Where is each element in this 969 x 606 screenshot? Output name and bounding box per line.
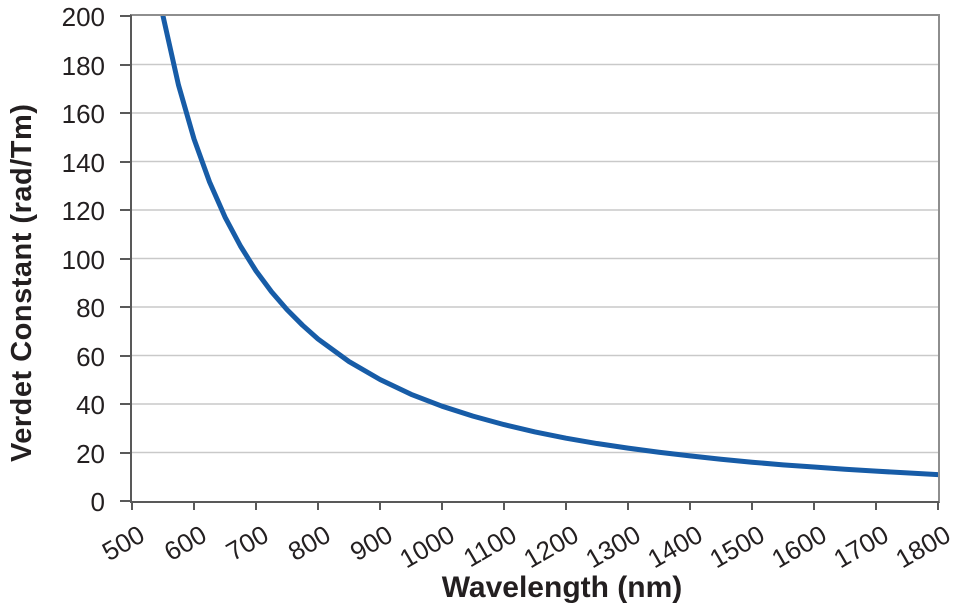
y-tick-mark <box>120 403 132 405</box>
x-tick-mark <box>689 501 691 510</box>
chart-canvas <box>132 16 938 478</box>
y-tick-label: 40 <box>76 390 105 420</box>
y-tick-label: 60 <box>76 341 105 372</box>
x-tick-mark <box>193 501 195 510</box>
plot-area <box>130 14 940 503</box>
x-tick-mark <box>131 501 133 510</box>
x-tick-mark <box>379 501 381 510</box>
y-tick-mark <box>120 63 132 66</box>
y-tick-mark <box>120 15 132 17</box>
y-tick-mark <box>120 112 132 114</box>
y-tick-label: 0 <box>90 487 105 517</box>
y-tick-label: 100 <box>61 244 105 275</box>
x-tick-mark <box>875 501 877 510</box>
x-tick-mark <box>503 501 505 510</box>
x-tick-mark <box>813 501 815 510</box>
x-tick-mark <box>565 501 567 510</box>
y-tick-mark <box>120 500 132 502</box>
y-tick-label: 200 <box>61 2 105 32</box>
y-tick-mark <box>120 209 132 211</box>
x-tick-mark <box>627 501 629 510</box>
y-tick-label: 180 <box>61 50 105 81</box>
x-tick-mark <box>255 501 257 510</box>
x-tick-mark <box>441 501 443 510</box>
y-tick-label: 140 <box>61 147 105 178</box>
x-tick-mark <box>317 501 319 510</box>
y-tick-label: 20 <box>76 438 105 469</box>
x-tick-mark <box>937 501 939 510</box>
y-tick-mark <box>120 306 132 308</box>
y-tick-label: 120 <box>61 196 105 226</box>
x-axis-title: Wavelength (nm) <box>441 571 683 604</box>
y-tick-mark <box>120 160 132 163</box>
y-tick-mark <box>120 257 132 260</box>
y-tick-mark <box>120 451 132 454</box>
y-tick-mark <box>120 354 132 357</box>
verdet-curve <box>160 16 938 478</box>
y-tick-label: 80 <box>76 293 105 323</box>
x-tick-mark <box>751 501 753 510</box>
y-tick-label: 160 <box>61 99 105 129</box>
